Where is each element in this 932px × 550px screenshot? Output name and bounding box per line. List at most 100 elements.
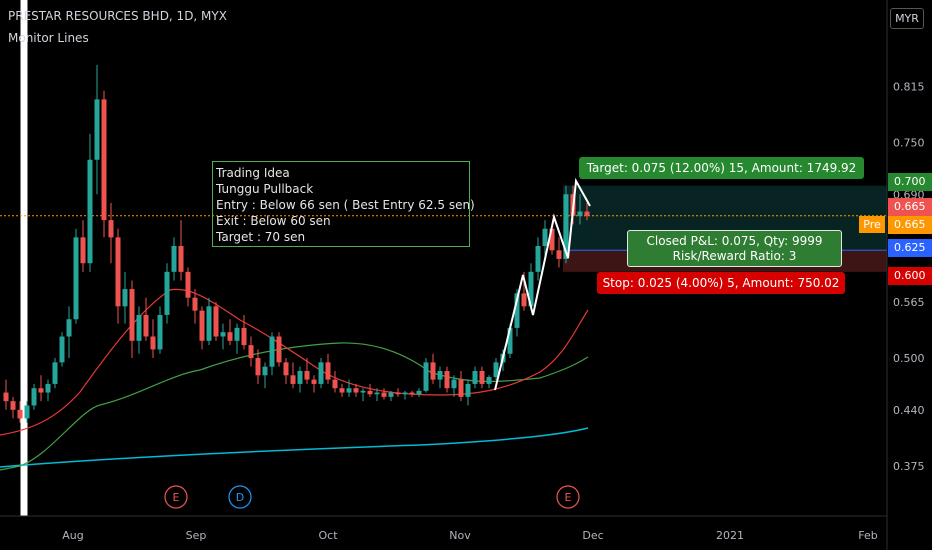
candle-body [528,271,534,307]
currency-badge[interactable]: MYR [890,8,924,29]
time-tick: Oct [318,529,338,542]
candle-body [437,370,443,380]
event-marker [228,485,252,509]
idea-line: Trading Idea [216,166,290,180]
time-tick: Nov [449,529,471,542]
candle-body [283,362,289,376]
moving-averages [0,288,589,471]
candle-body [3,392,9,402]
price-label-stop: 0.600 [888,266,932,285]
candle-body [332,379,338,389]
candle-body [388,392,394,397]
event-marker [556,485,580,509]
candle-body [451,379,457,389]
candle-body [311,379,317,384]
candle-body [171,245,177,272]
event-marker-label: E [173,491,180,504]
candle-body [66,319,72,337]
candle-body [24,405,30,419]
candle-body [430,362,436,380]
candle-body [52,362,58,384]
ma-fast-line [0,288,589,436]
candle-body [269,336,275,367]
target-label[interactable]: Target: 0.075 (12.00%) 15, Amount: 1749.… [579,157,864,179]
candle-body [136,314,142,341]
candle-body [346,388,352,393]
idea-line: Exit : Below 60 sen [216,214,331,228]
candle-body [241,327,247,346]
candle-body [297,370,303,384]
candle-body [45,383,51,393]
candle-body [402,392,408,395]
candle-body [458,379,464,397]
time-tick: Sep [186,529,207,542]
candle-body [276,336,282,363]
pattern-drawing [494,177,591,391]
stop-label[interactable]: Stop: 0.025 (4.00%) 5, Amount: 750.02 [597,272,845,294]
candle-body [549,228,555,251]
candle-body [234,327,240,341]
price-tick: 0.815 [893,80,925,93]
candle-body [31,388,37,406]
drawn-trend-line [494,177,591,391]
candle-body [178,245,184,272]
price-tick: 0.750 [893,137,925,150]
candle-body [101,99,107,221]
candle-body [479,370,485,384]
candle-body [514,293,520,328]
candle-body [150,336,156,350]
candle-body [318,362,324,384]
closed-pnl-label[interactable]: Closed P&L: 0.075, Qty: 9999 Risk/Reward… [627,230,842,267]
candle-body [367,390,373,395]
idea-line: Tunggu Pullback [216,182,314,196]
candle-body [59,336,65,363]
candle-body [206,306,212,341]
candle-body [542,228,548,246]
candles-group [3,64,590,423]
candle-body [199,310,205,341]
candle-body [38,388,44,393]
ma-slow-line [0,427,589,468]
candle-body [115,237,121,307]
price-tick: 0.565 [893,296,925,309]
candle-body [486,377,492,384]
candle-body [122,289,128,307]
candle-body [213,306,219,337]
candle-body [493,362,499,378]
risk-reward-text: Risk/Reward Ratio: 3 [672,249,797,263]
candle-body [108,220,114,238]
candle-body [17,409,23,419]
candle-body [227,332,233,341]
candle-body [80,237,86,264]
symbol-title: PRESTAR RESOURCES BHD, 1D, MYX [8,9,227,23]
candle-body [444,370,450,389]
candle-body [290,375,296,384]
closed-pnl-text: Closed P&L: 0.075, Qty: 9999 [646,234,823,248]
candle-body [192,297,198,311]
candle-body [94,99,100,160]
candle-body [255,358,261,376]
candle-body [507,327,513,354]
trading-idea-note[interactable]: Trading Idea Tunggu Pullback Entry : Bel… [212,161,475,247]
candle-body [220,332,226,337]
time-tick: Aug [62,529,83,542]
price-label-target: 0.700 [888,172,932,191]
candle-body [10,401,16,410]
idea-line: Target : 70 sen [216,230,306,244]
candle-body [143,314,149,337]
indicator-label[interactable]: Monitor Lines [8,31,89,45]
event-marker-label: D [236,491,244,504]
time-axis[interactable]: Aug Sep Oct Nov Dec 2021 Feb [0,515,887,542]
candle-body [577,211,583,216]
price-label-pre: 0.665 [888,215,932,234]
candle-body [339,388,345,393]
candle-body [423,362,429,391]
candle-body [353,388,359,393]
candle-body [395,392,401,395]
candle-body [87,159,93,264]
candle-body [164,271,170,315]
ma-mid-line [0,342,589,471]
candle-body [129,289,135,341]
price-tick: 0.375 [893,460,925,473]
